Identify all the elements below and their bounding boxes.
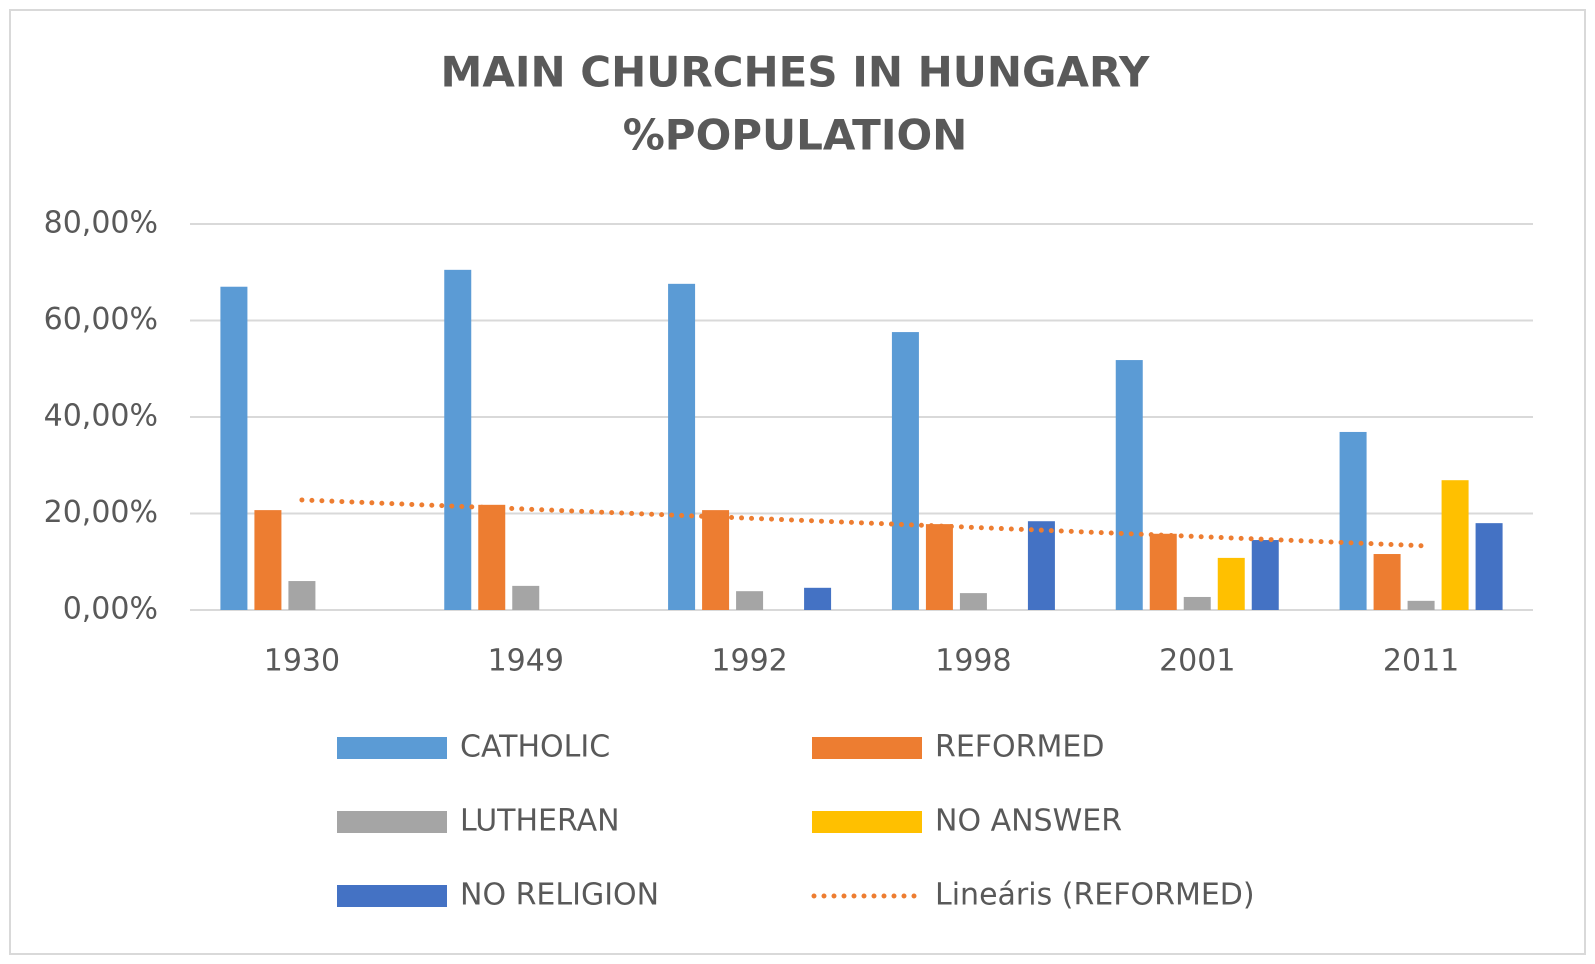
bar (702, 510, 730, 610)
bar (1217, 557, 1245, 610)
y-tick-label: 0,00% (63, 592, 158, 627)
bar (1149, 533, 1177, 610)
legend-swatch (337, 811, 447, 833)
bar (736, 591, 764, 610)
bar (959, 593, 987, 610)
bar (668, 283, 696, 610)
bar (288, 581, 316, 610)
bar (1339, 431, 1367, 610)
x-tick-label: 1998 (935, 644, 1011, 679)
bar (1373, 554, 1401, 610)
trendline (299, 497, 1424, 549)
legend-label: Lineáris (REFORMED) (935, 878, 1255, 913)
legend-swatch (337, 737, 447, 759)
y-tick-label: 40,00% (44, 399, 158, 434)
bar (891, 332, 919, 610)
bar (1441, 480, 1469, 610)
legend-swatch (812, 737, 922, 759)
y-tick-label: 20,00% (44, 495, 158, 530)
bar (1115, 360, 1143, 610)
bar (444, 269, 472, 610)
chart-title: %POPULATION (623, 111, 968, 160)
chart-frame (9, 9, 1586, 955)
bar (804, 587, 832, 610)
x-tick-label: 2001 (1159, 644, 1235, 679)
legend-swatch (337, 885, 447, 907)
chart-title: MAIN CHURCHES IN HUNGARY (441, 48, 1150, 97)
legend-label: CATHOLIC (460, 730, 610, 765)
legend-swatch (812, 811, 922, 833)
legend-label: REFORMED (935, 730, 1104, 765)
legend-label: LUTHERAN (460, 804, 620, 839)
y-tick-label: 80,00% (44, 206, 158, 241)
bar (1027, 521, 1055, 610)
bar (1183, 596, 1211, 610)
bar (925, 524, 953, 610)
legend-label: NO ANSWER (935, 804, 1122, 839)
x-tick-label: 2011 (1383, 644, 1459, 679)
y-tick-label: 60,00% (44, 302, 158, 337)
bar (254, 510, 282, 610)
x-tick-label: 1930 (264, 644, 340, 679)
bar (220, 286, 248, 610)
x-tick-label: 1992 (711, 644, 787, 679)
x-tick-label: 1949 (488, 644, 564, 679)
bar (1251, 540, 1279, 610)
legend-label: NO RELIGION (460, 878, 659, 913)
bar (478, 504, 506, 610)
bar (1475, 523, 1503, 610)
bar (1407, 600, 1435, 610)
bar (512, 585, 540, 610)
